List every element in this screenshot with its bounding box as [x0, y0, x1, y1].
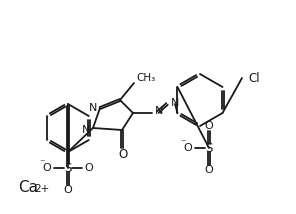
Text: N: N	[171, 98, 179, 108]
Text: O: O	[205, 165, 213, 175]
Text: ⁻: ⁻	[39, 158, 45, 168]
Text: S: S	[64, 162, 72, 174]
Text: N: N	[89, 103, 97, 113]
Text: O: O	[118, 149, 128, 162]
Text: N: N	[155, 106, 163, 116]
Text: Ca: Ca	[18, 180, 38, 196]
Text: O: O	[205, 121, 213, 131]
Text: ⁻: ⁻	[180, 138, 186, 148]
Text: CH₃: CH₃	[136, 73, 155, 83]
Text: O: O	[64, 185, 73, 195]
Text: 2+: 2+	[34, 184, 49, 194]
Text: O: O	[43, 163, 52, 173]
Text: N: N	[82, 125, 90, 135]
Text: O: O	[184, 143, 192, 153]
Text: S: S	[205, 141, 213, 155]
Text: O: O	[85, 163, 93, 173]
Text: Cl: Cl	[248, 71, 260, 85]
